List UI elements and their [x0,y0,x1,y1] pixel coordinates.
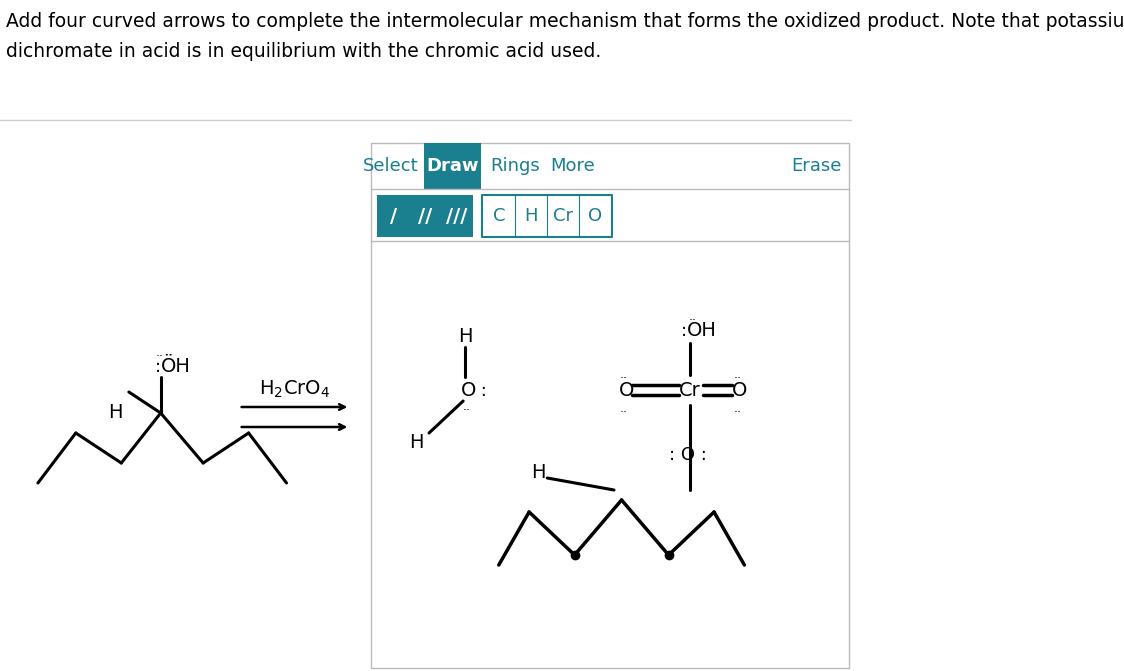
Text: :: : [474,382,487,400]
Text: //: // [418,207,433,225]
Text: More: More [550,157,595,175]
Text: Cr: Cr [679,382,701,401]
Text: ..: .. [155,346,163,358]
Text: ..: .. [734,368,742,382]
Text: ..: .. [620,368,628,382]
Text: Rings: Rings [490,157,541,175]
Text: dichromate in acid is in equilibrium with the chromic acid used.: dichromate in acid is in equilibrium wit… [6,42,601,61]
Text: O: O [732,382,747,401]
Text: : O :: : O : [669,446,707,464]
Text: ..: .. [462,401,471,413]
Text: O: O [588,207,602,225]
Text: :: : [155,358,161,376]
Text: ..: .. [620,401,628,415]
Text: C: C [493,207,506,225]
Text: Draw: Draw [427,157,479,175]
Text: ÖH: ÖH [161,358,191,376]
Text: H: H [409,433,424,452]
Bar [425,143,481,189]
Text: ..: .. [734,401,742,415]
Bar [371,143,849,668]
Text: Erase: Erase [791,157,842,175]
Text: H: H [525,207,538,225]
Text: Cr: Cr [553,207,573,225]
Text: H: H [531,462,545,482]
Text: ..: .. [689,309,697,323]
Text: H: H [459,327,473,346]
Text: OH: OH [687,321,717,340]
Text: ///: /// [446,207,468,225]
Text: O: O [461,382,477,401]
Text: Select: Select [363,157,418,175]
Text: O: O [618,382,634,401]
Text: H$_2$CrO$_4$: H$_2$CrO$_4$ [259,378,330,400]
Text: Add four curved arrows to complete the intermolecular mechanism that forms the o: Add four curved arrows to complete the i… [6,12,1124,31]
Text: /: / [390,207,397,225]
Bar [378,195,473,237]
Text: :: : [681,322,687,340]
Bar [482,195,613,237]
Text: H: H [108,403,123,423]
